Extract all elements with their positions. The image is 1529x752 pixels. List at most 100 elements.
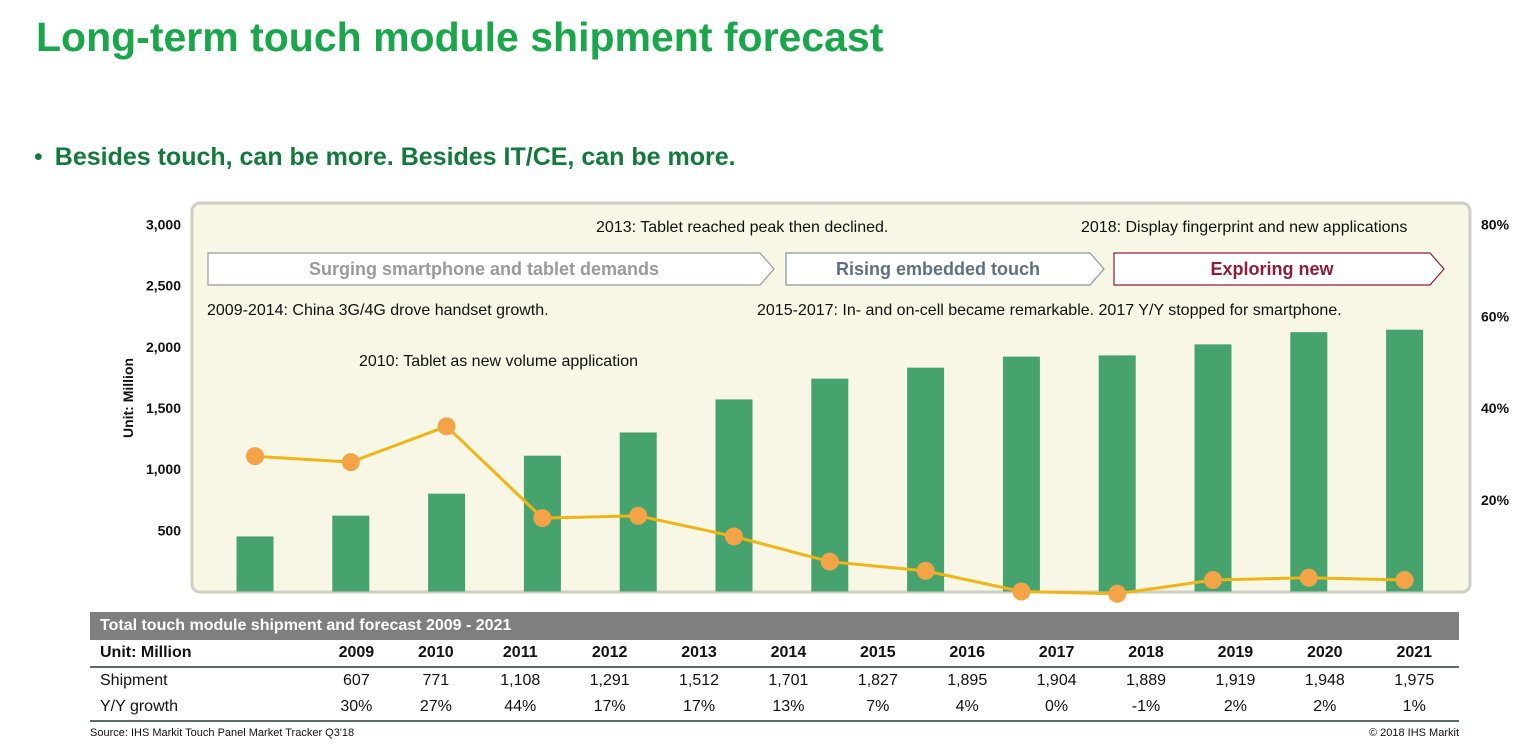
- table-cell: 44%: [475, 694, 565, 722]
- y-tick-label: 500: [158, 522, 182, 538]
- growth-point-2016: [916, 561, 935, 580]
- table-year-header: 2009: [316, 640, 397, 668]
- bullet-text: Besides touch, can be more. Besides IT/C…: [54, 143, 736, 171]
- table-cell: 2%: [1190, 694, 1281, 722]
- growth-point-2012: [533, 509, 552, 528]
- table-row: Y/Y growth 30% 27% 44% 17% 17% 13% 7% 4% 0% -1% 2% 2…: [90, 694, 1459, 722]
- table-cell: 4%: [922, 694, 1012, 722]
- bar-2016: [907, 367, 945, 592]
- bar-2009: [236, 536, 274, 592]
- growth-point-2018: [1108, 584, 1127, 603]
- y-tick-label: 1,500: [146, 400, 181, 416]
- table-cell: 1,701: [768, 672, 809, 689]
- growth-point-2014: [725, 527, 743, 546]
- table-cell: 1,108: [500, 672, 541, 689]
- table-year-header: 2010: [396, 640, 476, 668]
- table-cell: 1,975: [1394, 672, 1435, 689]
- table-year-header: 2018: [1101, 640, 1191, 668]
- growth-point-2019: [1204, 571, 1222, 590]
- y2-tick-label: 20%: [1481, 492, 1510, 508]
- y2-tick-label: 40%: [1481, 400, 1510, 416]
- table-cell: 1%: [1369, 694, 1459, 722]
- table-cell: 13%: [743, 694, 834, 722]
- annotation-fingerprint: 2018: Display fingerprint and new applic…: [1081, 219, 1407, 236]
- bar-2019: [1194, 344, 1232, 592]
- bar-2017: [1002, 356, 1040, 592]
- table-cell: 1,889: [1125, 672, 1167, 689]
- table-cell: 7%: [833, 694, 923, 722]
- table-cell: 1,919: [1215, 672, 1256, 689]
- table-cell: 1,948: [1304, 672, 1345, 689]
- source-note: Source: IHS Markit Touch Panel Market Tr…: [90, 727, 355, 739]
- table-body: Shipment 607 771 1,108 1,291 1,512 1,701 1,827 1…: [90, 667, 1459, 722]
- y-axis-label: Unit: Million: [120, 358, 136, 438]
- table-cell: 27%: [396, 694, 476, 722]
- table-title: Total touch module shipment and forecast…: [90, 612, 1459, 640]
- bar-2021: [1386, 329, 1424, 592]
- table-cell: 17%: [654, 694, 744, 722]
- table-year-header: 2016: [922, 640, 1012, 668]
- y-tick-label: 2,500: [146, 278, 181, 294]
- phase-arrow-2: [785, 252, 1105, 286]
- phase-label-3: Exploring new: [1210, 259, 1334, 279]
- annotation-china: 2009-2014: China 3G/4G drove handset gro…: [207, 302, 549, 319]
- growth-point-2021: [1395, 571, 1414, 590]
- y-tick-label: 2,000: [146, 339, 181, 355]
- table-cell: 607: [343, 672, 370, 689]
- bar-2014: [715, 399, 753, 592]
- table-cell: -1%: [1101, 694, 1191, 722]
- table-cell: 30%: [316, 694, 397, 722]
- y2-tick-label: 80%: [1481, 217, 1510, 233]
- y-tick-label: 1,000: [146, 461, 181, 477]
- table-cell: 771: [422, 672, 450, 689]
- bar-2020: [1290, 332, 1328, 592]
- growth-point-2013: [629, 506, 648, 525]
- growth-point-2009: [246, 447, 264, 466]
- table-year-header: 2021: [1369, 640, 1459, 668]
- table-year-header: 2011: [475, 640, 565, 668]
- growth-point-2011: [437, 417, 456, 436]
- table-year-header: 2019: [1190, 640, 1281, 668]
- annotation-tablet-peak: 2013: Tablet reached peak then declined.: [596, 219, 888, 236]
- table-header-row: Unit: Million 2009 2010 2011 2012 2013 2014 20…: [90, 640, 1459, 668]
- bullet-icon: •: [34, 143, 43, 171]
- table-year-header: 2017: [1011, 640, 1102, 668]
- table-cell: 0%: [1011, 694, 1102, 722]
- bar-2011: [428, 493, 466, 592]
- phase-arrow-1: [207, 252, 775, 286]
- table-cell: 1,904: [1036, 672, 1077, 689]
- table-year-header: 2015: [833, 640, 923, 668]
- phase-label-2: Rising embedded touch: [836, 259, 1040, 279]
- y-tick-label: 3,000: [146, 217, 181, 233]
- table-year-header: 2012: [564, 640, 655, 668]
- shipment-chart: 500 1,000 1,500 2,000 2,500 3,000 20% 40% 60% 80%…: [120, 201, 1510, 603]
- table-row-label: Shipment: [100, 672, 168, 689]
- bullet-point: • Besides touch, can be more. Besides IT/…: [34, 143, 736, 172]
- page-title: Long-term touch module shipment forecast: [36, 14, 884, 60]
- annotation-incell: 2015-2017: In- and on-cell became remark…: [757, 302, 1342, 319]
- table-row-label: Y/Y growth: [90, 694, 317, 722]
- table-year-header: 2014: [743, 640, 834, 668]
- phase-arrow-3: [1113, 252, 1445, 286]
- copyright-note: © 2018 IHS Markit: [1368, 727, 1459, 739]
- bar-2010: [332, 515, 370, 592]
- annotation-tablet-new: 2010: Tablet as new volume application: [359, 353, 638, 370]
- growth-point-2010: [341, 453, 360, 472]
- growth-point-2020: [1299, 568, 1318, 587]
- data-table: Unit: Million 2009 2010 2011 2012 2013 2014 20…: [90, 640, 1459, 722]
- growth-point-2015: [820, 552, 839, 571]
- table-cell: 2%: [1280, 694, 1370, 722]
- table-row: Shipment 607 771 1,108 1,291 1,512 1,701 1,827 1…: [90, 667, 1459, 694]
- table-cell: 1,512: [679, 672, 720, 689]
- bar-2018: [1098, 355, 1136, 592]
- table-cell: 1,827: [857, 672, 898, 689]
- unit-label: Unit: Million: [90, 640, 317, 668]
- table-cell: 1,291: [589, 672, 630, 689]
- growth-point-2017: [1012, 582, 1031, 601]
- y2-tick-label: 60%: [1481, 308, 1510, 324]
- phase-label-1: Surging smartphone and tablet demands: [309, 259, 659, 279]
- shipment-table: Total touch module shipment and forecast…: [90, 612, 1459, 722]
- table-year-header: 2013: [654, 640, 744, 668]
- table-year-header: 2020: [1280, 640, 1370, 668]
- table-cell: 17%: [564, 694, 655, 722]
